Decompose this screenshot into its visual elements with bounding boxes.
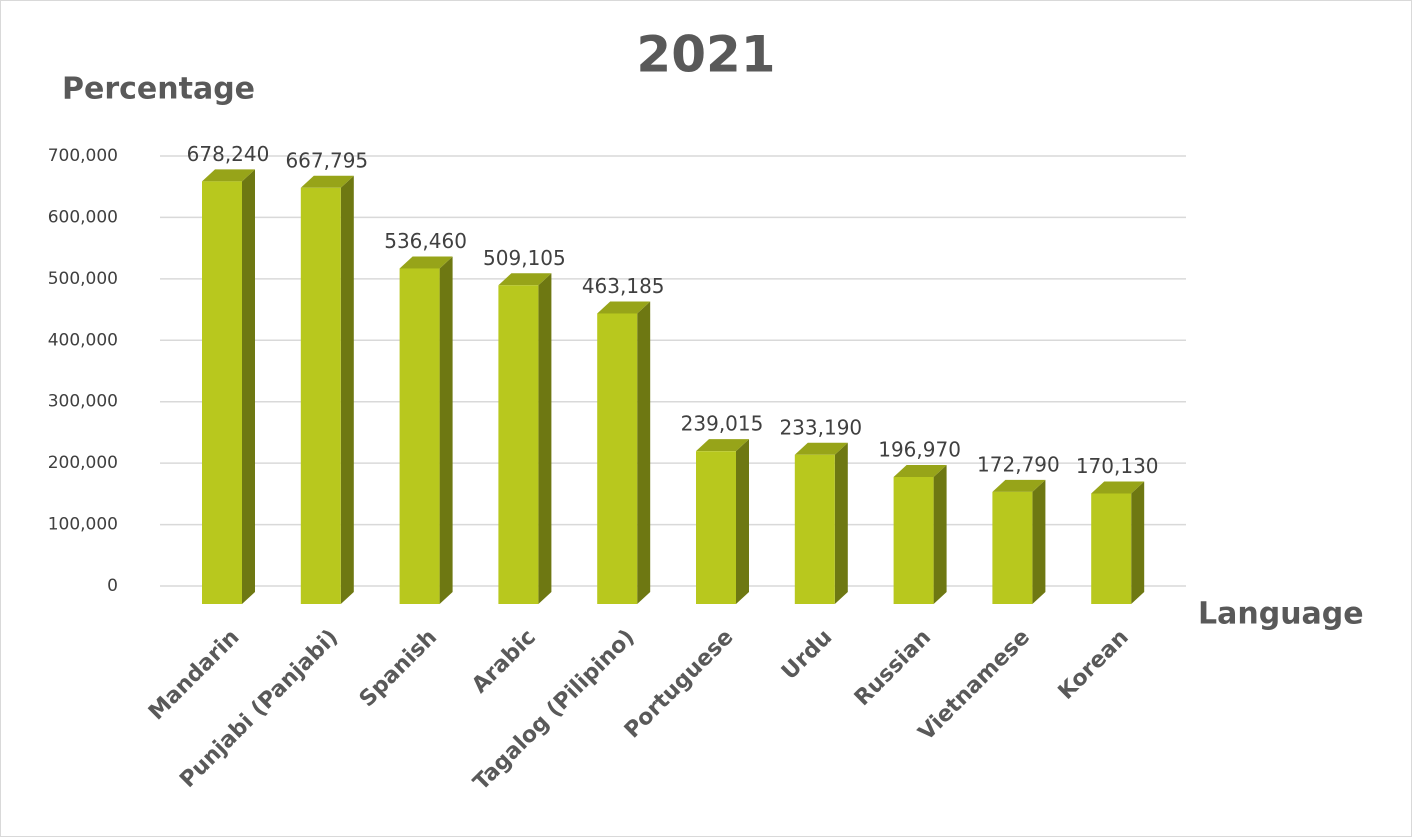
y-tick-label: 500,000 (48, 269, 118, 289)
y-tick-label: 200,000 (48, 453, 118, 473)
bar (597, 313, 638, 604)
value-label: 172,790 (977, 452, 1060, 476)
bar (992, 491, 1033, 604)
y-tick-label: 100,000 (48, 515, 118, 535)
bar-side (1032, 479, 1046, 604)
bar (893, 477, 934, 604)
bar (202, 181, 242, 604)
value-label: 233,190 (779, 415, 862, 439)
value-label: 239,015 (681, 412, 764, 436)
bar-top (794, 442, 848, 455)
bar-side (834, 442, 848, 604)
value-label: 678,240 (187, 142, 270, 166)
bar (1091, 493, 1132, 604)
bar-top (597, 301, 651, 314)
bar-side (933, 465, 947, 604)
y-tick-label: 700,000 (48, 146, 118, 166)
value-label: 536,460 (384, 229, 467, 253)
bar-side (340, 175, 354, 604)
bar (794, 454, 835, 604)
bar-top (498, 273, 552, 286)
bar-top (202, 169, 255, 182)
bar (300, 187, 341, 604)
x-axis-title: Language (1198, 597, 1364, 632)
bar-side (736, 439, 749, 604)
chart-title: 2021 (636, 26, 775, 84)
bar (399, 268, 440, 604)
y-tick-label: 400,000 (48, 330, 118, 350)
bar-top (893, 465, 947, 478)
bar-side (1131, 481, 1145, 604)
bar-top (1091, 481, 1145, 494)
bar-side (242, 169, 255, 604)
y-tick-label: 0 (107, 576, 118, 596)
bar-side (439, 256, 453, 604)
bar-side (538, 273, 552, 604)
y-tick-label: 300,000 (48, 392, 118, 412)
bar-top (399, 256, 453, 269)
value-label: 667,795 (285, 148, 368, 172)
bar-side (637, 301, 651, 604)
value-label: 509,105 (483, 246, 566, 270)
value-label: 196,970 (878, 438, 961, 462)
bar (498, 285, 539, 604)
bar-top (992, 479, 1046, 492)
value-label: 463,185 (582, 274, 665, 298)
y-axis-title: Percentage (62, 72, 255, 107)
bar (696, 451, 736, 604)
bar-top (300, 175, 354, 188)
y-tick-label: 600,000 (48, 207, 118, 227)
value-label: 170,130 (1076, 454, 1159, 478)
bar-top (696, 439, 749, 452)
